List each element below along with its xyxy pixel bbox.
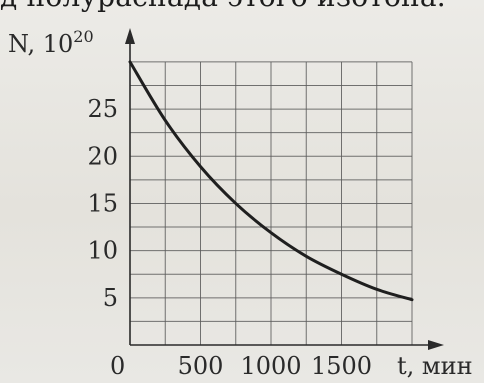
y-tick-label: 15 <box>87 189 118 217</box>
data-point <box>199 165 201 167</box>
decay-curve-line <box>128 60 414 302</box>
data-point <box>411 299 413 301</box>
data-point <box>340 273 342 275</box>
y-tick-label: 20 <box>87 142 118 170</box>
caption-fragment: д полураспада этого изотопа. <box>0 0 484 13</box>
y-tick-label: 5 <box>103 284 118 312</box>
y-tick-label: 25 <box>87 95 118 123</box>
y-tick-label: 10 <box>87 237 118 265</box>
x-axis-arrow <box>428 340 444 350</box>
y-axis-title-text: N, 10 <box>8 30 73 58</box>
data-point <box>305 255 307 257</box>
x-axis-title: t, мин <box>397 352 473 380</box>
data-point <box>376 288 378 290</box>
y-axis-arrow <box>125 28 135 44</box>
grid <box>130 61 413 345</box>
data-point <box>164 119 166 121</box>
y-axis-title: N, 1020 <box>8 27 94 58</box>
x-tick-label: 500 <box>178 352 224 380</box>
y-axis-exponent: 20 <box>73 27 93 46</box>
data-point <box>270 231 272 233</box>
x-tick-label: 1000 <box>240 352 301 380</box>
data-series <box>128 60 414 302</box>
origin-label: 0 <box>110 352 125 380</box>
data-point <box>129 61 131 63</box>
x-tick-label: 1500 <box>311 352 372 380</box>
axes <box>125 28 444 350</box>
tick-labels: 5 10 15 20 25 500 1000 1500 <box>87 95 372 380</box>
data-point <box>235 202 237 204</box>
